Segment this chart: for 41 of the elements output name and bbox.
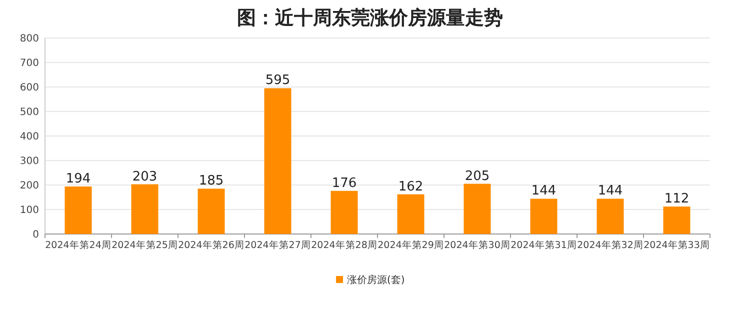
y-tick-label: 200: [20, 180, 39, 192]
x-tick-label: 2024年第33周: [644, 239, 710, 251]
y-tick-label: 400: [20, 132, 39, 142]
y-tick-label: 600: [20, 82, 39, 94]
bar: [330, 190, 358, 234]
data-label: 112: [664, 192, 690, 207]
x-tick-label: 2024年第24周: [45, 239, 112, 251]
y-tick-label: 700: [20, 58, 39, 69]
bar: [131, 184, 158, 234]
data-label: 144: [531, 184, 556, 199]
x-tick-label: 2024年第26周: [178, 239, 244, 251]
bar: [264, 88, 292, 234]
x-tick-label: 2024年第30周: [444, 239, 510, 251]
data-label: 162: [398, 179, 424, 194]
data-label: 144: [598, 184, 623, 199]
data-label: 194: [66, 171, 91, 186]
y-tick-label: 0: [32, 230, 39, 240]
bar: [198, 188, 225, 234]
y-tick-label: 800: [20, 34, 39, 44]
x-tick-label: 2024年第29周: [378, 239, 444, 251]
legend-label: 涨价房源(套): [347, 274, 405, 286]
bar: [464, 184, 491, 234]
x-tick-label: 2024年第28周: [311, 239, 378, 251]
bar: [397, 194, 424, 234]
y-tick-label: 100: [20, 205, 39, 216]
bar: [596, 198, 624, 234]
y-tick-label: 300: [20, 156, 39, 167]
x-tick-label: 2024年第32周: [577, 239, 644, 251]
bar: [64, 186, 92, 234]
x-tick-label: 2024年第27周: [244, 239, 311, 251]
data-label: 185: [198, 174, 224, 189]
x-tick-label: 2024年第31周: [510, 239, 577, 251]
data-label: 203: [132, 169, 158, 184]
x-tick-label: 2024年第25周: [112, 239, 178, 251]
data-label: 205: [464, 168, 490, 184]
data-label: 595: [265, 73, 290, 88]
y-tick-label: 500: [20, 107, 39, 118]
chart-title: 图：近十周东莞涨价房源量走势: [237, 7, 503, 29]
bar: [663, 206, 690, 234]
data-label: 176: [332, 176, 357, 191]
bar: [530, 198, 558, 234]
